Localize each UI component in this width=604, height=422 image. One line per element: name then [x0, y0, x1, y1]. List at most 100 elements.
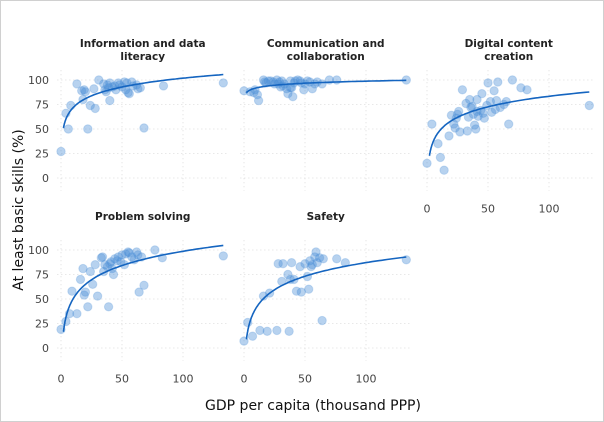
data-point [158, 81, 169, 91]
data-point [522, 85, 532, 95]
y-tick-label: 100 [28, 244, 49, 257]
data-point [79, 290, 89, 300]
data-point [72, 309, 82, 319]
data-point [306, 262, 316, 272]
data-point [253, 95, 264, 106]
data-point [504, 119, 514, 129]
data-point [102, 80, 113, 90]
data-point [317, 315, 327, 326]
data-point [516, 83, 526, 93]
y-tick-label: 100 [28, 74, 49, 87]
x-tick-label: 0 [241, 373, 248, 386]
panel-title: collaboration [287, 51, 365, 63]
data-point [439, 165, 449, 175]
data-point [307, 84, 317, 94]
data-point [272, 75, 282, 85]
data-point [300, 259, 310, 269]
data-point [312, 258, 322, 268]
data-point [89, 84, 99, 94]
data-point [92, 291, 103, 301]
data-point [427, 119, 437, 129]
y-tick-label: 25 [35, 148, 49, 161]
data-point [472, 94, 482, 105]
data-point [296, 287, 306, 297]
data-point [150, 245, 160, 255]
data-point [56, 146, 66, 157]
data-point [127, 252, 137, 262]
data-point [433, 139, 443, 149]
data-point [66, 100, 76, 111]
data-point [108, 269, 119, 280]
data-point [435, 152, 446, 163]
x-tick-label: 0 [58, 373, 65, 386]
y-tick-label: 50 [35, 293, 49, 306]
data-point [450, 123, 460, 133]
data-point [584, 100, 594, 111]
data-point [110, 254, 120, 264]
x-tick-label: 50 [115, 373, 129, 386]
data-point [124, 89, 135, 99]
panel-title: Information and data [80, 38, 206, 50]
data-point [473, 111, 483, 122]
y-tick-label: 0 [42, 342, 49, 355]
data-point [273, 259, 283, 269]
y-axis-label: At least basic skills (%) [11, 129, 27, 290]
data-point [83, 124, 93, 134]
data-point [288, 92, 298, 102]
data-point [85, 100, 96, 111]
data-point [299, 85, 309, 95]
data-point [124, 248, 135, 258]
x-tick-label: 100 [539, 203, 560, 216]
data-point [77, 86, 87, 96]
data-point [80, 87, 91, 97]
data-point [285, 76, 296, 86]
data-point [283, 269, 293, 280]
x-tick-label: 50 [481, 203, 495, 216]
data-point [258, 75, 269, 85]
data-point [131, 247, 142, 257]
data-point [314, 253, 325, 263]
panel-title: literacy [120, 51, 165, 63]
panel-4: Problem solving 0 25 50 75 100 0 50 100 [28, 211, 229, 386]
data-point [332, 75, 342, 85]
data-point [90, 103, 100, 114]
data-point [67, 286, 77, 296]
data-point [103, 302, 114, 312]
data-point [94, 75, 104, 85]
panel-5: Safety 0 50 100 [239, 211, 412, 386]
data-point [469, 120, 480, 130]
data-point [133, 250, 143, 260]
data-point [278, 259, 288, 269]
panel-title: creation [484, 51, 533, 63]
data-point [134, 287, 144, 297]
data-point [255, 325, 265, 336]
x-tick-label: 100 [173, 373, 194, 386]
data-point [332, 254, 342, 264]
data-point [80, 287, 91, 297]
data-point [307, 260, 317, 270]
data-point [112, 256, 122, 266]
data-point [100, 260, 110, 270]
data-point [444, 131, 454, 141]
data-point [106, 257, 116, 267]
data-point [72, 79, 82, 89]
y-tick-label: 50 [35, 123, 49, 136]
data-point [123, 247, 133, 257]
data-point [507, 75, 518, 85]
panel-title: Safety [307, 211, 345, 223]
fit-curve [62, 73, 224, 129]
data-point [462, 126, 472, 136]
data-point [286, 258, 297, 268]
data-point [454, 106, 464, 117]
data-point [85, 266, 96, 277]
data-point [489, 86, 499, 96]
y-tick-label: 25 [35, 318, 49, 331]
fit-curve [62, 244, 224, 333]
data-point [493, 77, 503, 87]
data-point [105, 259, 115, 269]
data-point [117, 250, 127, 260]
data-point [311, 247, 321, 257]
